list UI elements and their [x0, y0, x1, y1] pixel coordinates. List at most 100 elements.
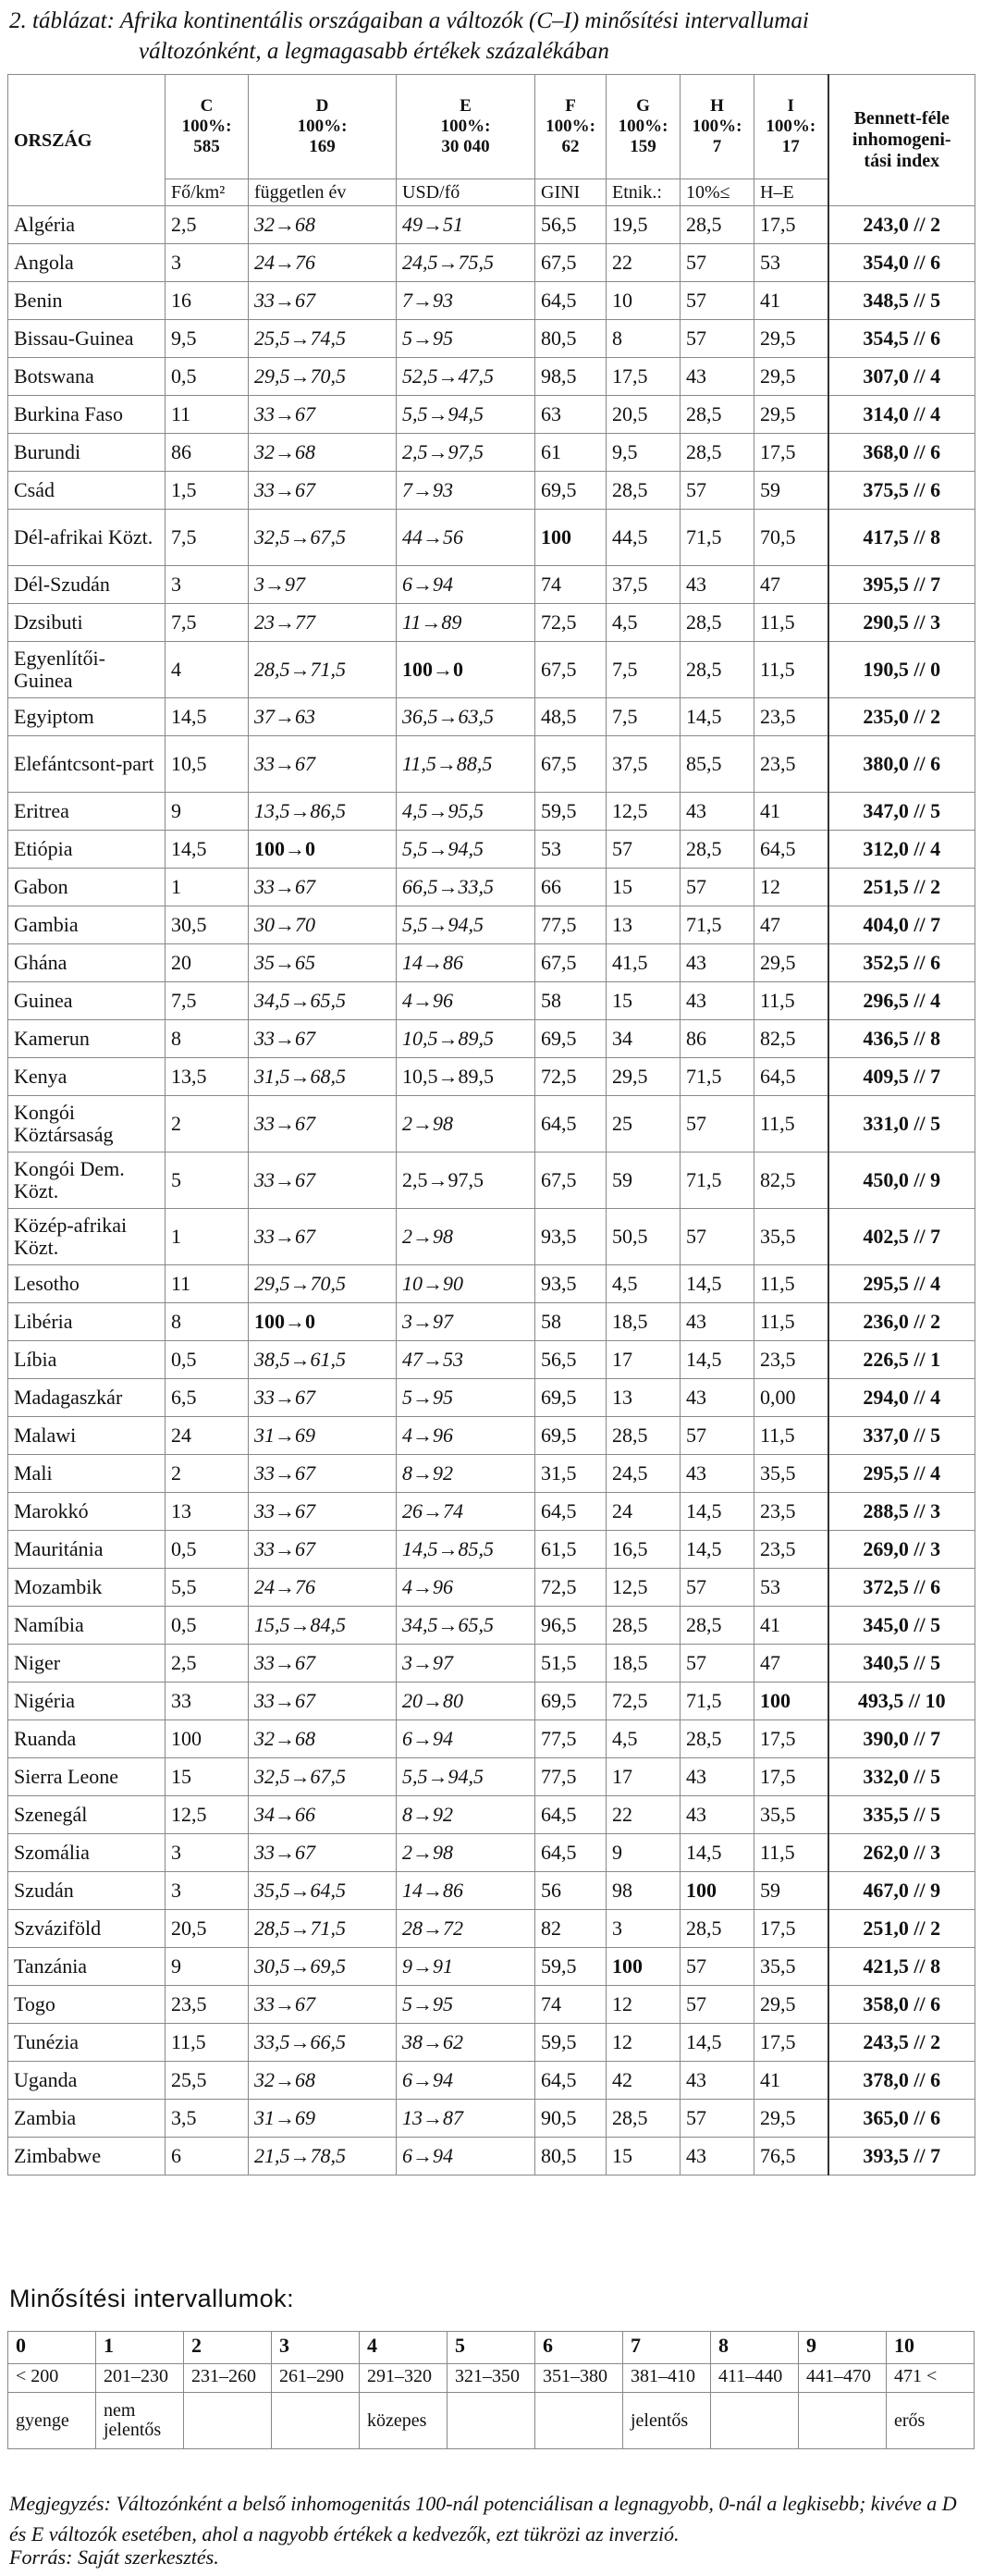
cell-d: 33→67 [248, 395, 397, 434]
header-unit: Etnik.: [606, 179, 681, 206]
interval-code: 9 [798, 2331, 887, 2364]
cell-d: 33→67 [248, 1492, 397, 1531]
cell-country: Kenya [7, 1057, 166, 1096]
cell-f: 59,5 [534, 792, 607, 831]
cell-e: 11,5→88,5 [396, 735, 535, 793]
header-max: 7 [712, 137, 722, 156]
cell-idx: 251,0 // 2 [827, 1909, 975, 1948]
cell-h: 14,5 [680, 2023, 754, 2062]
cell-e: 5→95 [396, 1985, 535, 2024]
interval-range: 441–470 [798, 2363, 887, 2393]
cell-g: 13 [606, 1378, 681, 1417]
cell-i: 11,5 [754, 1833, 828, 1872]
header-code: I [787, 96, 794, 116]
cell-g: 18,5 [606, 1644, 681, 1682]
cell-idx: 404,0 // 7 [827, 906, 975, 944]
cell-d: 13,5→86,5 [248, 792, 397, 831]
cell-d: 33→67 [248, 1454, 397, 1493]
table-row: Elefántcsont-part 10,5 33→67 11,5→88,5 67,5 3… [7, 735, 975, 793]
cell-i: 41 [754, 281, 828, 320]
cell-g: 37,5 [606, 565, 681, 604]
interval-label [183, 2392, 272, 2449]
cell-g: 22 [606, 1795, 681, 1834]
cell-e: 3→97 [396, 1302, 535, 1341]
cell-g: 9,5 [606, 433, 681, 472]
cell-d: 24→76 [248, 1568, 397, 1607]
cell-i: 41 [754, 792, 828, 831]
cell-d: 31,5→68,5 [248, 1057, 397, 1096]
cell-g: 24,5 [606, 1454, 681, 1493]
cell-h: 71,5 [680, 1682, 754, 1720]
cell-i: 11,5 [754, 1416, 828, 1455]
cell-h: 43 [680, 1302, 754, 1341]
cell-c: 6,5 [165, 1378, 249, 1417]
cell-c: 10,5 [165, 735, 249, 793]
cell-d: 28,5→71,5 [248, 1909, 397, 1948]
table-row: Lesotho 11 29,5→70,5 10→90 93,5 4,5 14,5 11,5 29… [7, 1264, 975, 1303]
cell-i: 11,5 [754, 603, 828, 642]
cell-g: 57 [606, 830, 681, 869]
cell-h: 57 [680, 1416, 754, 1455]
cell-f: 31,5 [534, 1454, 607, 1493]
cell-e: 26→74 [396, 1492, 535, 1531]
cell-country: Közép-afrikai Közt. [7, 1208, 166, 1265]
cell-idx: 295,5 // 4 [827, 1264, 975, 1303]
cell-f: 58 [534, 981, 607, 1020]
cell-country: Szváziföld [7, 1909, 166, 1948]
cell-d: 33→67 [248, 1682, 397, 1720]
cell-country: Madagaszkár [7, 1378, 166, 1417]
cell-idx: 296,5 // 4 [827, 981, 975, 1020]
cell-idx: 348,5 // 5 [827, 281, 975, 320]
cell-d: 25,5→74,5 [248, 319, 397, 358]
table-row: Zimbabwe 6 21,5→78,5 6→94 80,5 15 43 76,5 393,5 … [7, 2137, 975, 2175]
cell-c: 7,5 [165, 509, 249, 566]
cell-country: Gabon [7, 868, 166, 906]
table-row: Togo 23,5 33→67 5→95 74 12 57 29,5 358,0 // 6 [7, 1985, 975, 2024]
header-bennett-line: inhomogeni- [852, 129, 951, 150]
cell-g: 41,5 [606, 943, 681, 982]
header-code: F [565, 96, 576, 116]
header-unit-row: Fő/km² független év USD/fő GINI Etnik.: 10%≤ H… [8, 179, 975, 206]
cell-e: 2,5→97,5 [396, 1152, 535, 1209]
cell-g: 18,5 [606, 1302, 681, 1341]
cell-d: 35,5→64,5 [248, 1871, 397, 1910]
table-row: Kongói Dem. Közt. 5 33→67 2,5→97,5 67,5 59 71,… [7, 1152, 975, 1209]
cell-i: 35,5 [754, 1208, 828, 1265]
cell-g: 20,5 [606, 395, 681, 434]
cell-d: 24→76 [248, 243, 397, 282]
cell-g: 12,5 [606, 792, 681, 831]
cell-e: 44→56 [396, 509, 535, 566]
interval-label [798, 2392, 887, 2449]
cell-g: 34 [606, 1019, 681, 1058]
cell-i: 41 [754, 1606, 828, 1645]
cell-f: 59,5 [534, 2023, 607, 2062]
table-row: Ghána 20 35→65 14→86 67,5 41,5 43 29,5 352,5 // … [7, 943, 975, 982]
cell-f: 61 [534, 433, 607, 472]
header-col-c: C 100%: 585 [165, 74, 249, 179]
cell-g: 17 [606, 1757, 681, 1796]
cell-d: 38,5→61,5 [248, 1340, 397, 1379]
cell-g: 29,5 [606, 1057, 681, 1096]
cell-e: 4,5→95,5 [396, 792, 535, 831]
cell-h: 14,5 [680, 1530, 754, 1569]
cell-h: 14,5 [680, 1264, 754, 1303]
cell-c: 4 [165, 641, 249, 698]
cell-idx: 235,0 // 2 [827, 697, 975, 736]
cell-h: 71,5 [680, 1057, 754, 1096]
cell-idx: 421,5 // 8 [827, 1947, 975, 1986]
cell-d: 33→67 [248, 1378, 397, 1417]
table-row: Közép-afrikai Közt. 1 33→67 2→98 93,5 50,5 57 3… [7, 1208, 975, 1265]
cell-e: 4→96 [396, 1568, 535, 1607]
cell-g: 4,5 [606, 1264, 681, 1303]
cell-idx: 314,0 // 4 [827, 395, 975, 434]
header-pct: 100%: [546, 117, 595, 136]
cell-h: 57 [680, 2099, 754, 2138]
header-code: E [460, 96, 472, 116]
cell-e: 36,5→63,5 [396, 697, 535, 736]
interval-label [447, 2392, 535, 2449]
table-row: Ruanda 100 32→68 6→94 77,5 4,5 28,5 17,5 390,0 /… [7, 1719, 975, 1758]
cell-g: 28,5 [606, 2099, 681, 2138]
interval-range: 471 < [886, 2363, 975, 2393]
cell-d: 32,5→67,5 [248, 1757, 397, 1796]
cell-idx: 337,0 // 5 [827, 1416, 975, 1455]
